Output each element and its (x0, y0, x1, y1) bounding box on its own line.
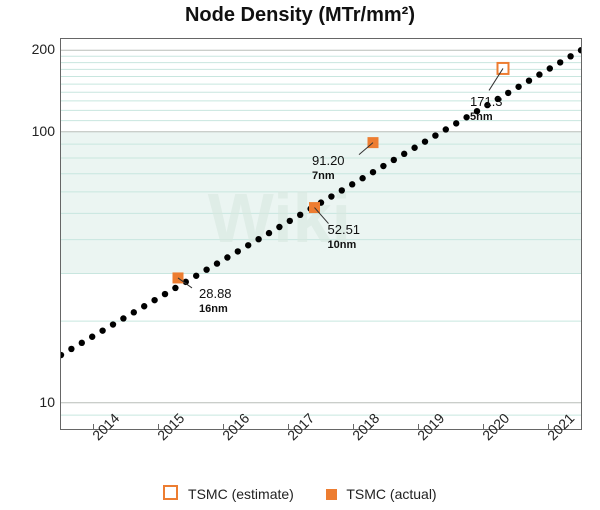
data-point-label: 91.207nm (312, 154, 345, 183)
legend: TSMC (estimate) TSMC (actual) (0, 485, 600, 502)
legend-swatch-estimate (163, 485, 178, 500)
plot-svg: Wiki (61, 39, 581, 429)
data-point-label: 28.8816nm (199, 287, 232, 316)
data-point-label: 171.35nm (470, 95, 503, 124)
y-tick-label: 200 (32, 41, 55, 57)
y-tick-label: 100 (32, 123, 55, 139)
node-density-chart: Node Density (MTr/mm²) Wiki 10100200 201… (0, 0, 600, 510)
legend-swatch-actual (326, 489, 337, 500)
plot-area: Wiki (60, 38, 582, 430)
legend-label-estimate: TSMC (estimate) (188, 486, 294, 502)
y-tick-label: 10 (39, 394, 55, 410)
chart-title: Node Density (MTr/mm²) (0, 4, 600, 27)
legend-label-actual: TSMC (actual) (346, 486, 436, 502)
legend-item-actual: TSMC (actual) (326, 486, 437, 502)
legend-item-estimate: TSMC (estimate) (163, 485, 293, 502)
data-point-label: 52.5110nm (328, 223, 361, 252)
